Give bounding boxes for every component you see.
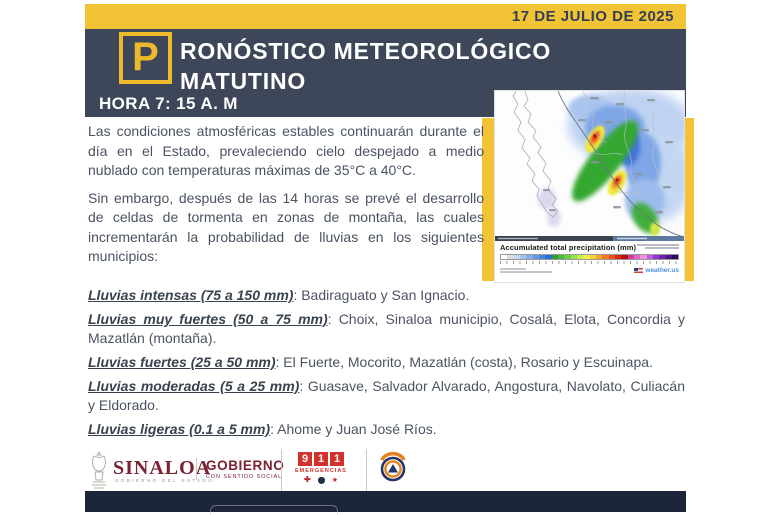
forecast-body: Las condiciones atmosféricas estables co… xyxy=(88,122,484,267)
logo-p-box: P xyxy=(119,32,172,84)
digit-box: 1 xyxy=(330,452,344,466)
sinaloa-wordmark: SINALOA xyxy=(113,457,212,479)
time-label: HORA 7: 15 A. M xyxy=(99,94,238,113)
map-graphic-svg xyxy=(495,91,684,241)
rain-level-item: Lluvias intensas (75 a 150 mm): Badiragu… xyxy=(88,286,685,305)
medical-cross-icon: ✚ xyxy=(304,475,311,484)
footer-divider xyxy=(281,449,282,491)
footer-bar xyxy=(85,491,686,515)
map-watermark: weather.us xyxy=(634,267,679,274)
title-line1: RONÓSTICO METEOROLÓGICO xyxy=(180,38,552,64)
map-legend: Accumulated total precipitation (mm) wea… xyxy=(495,241,684,282)
gobierno-wordmark: GOBIERNO xyxy=(206,458,285,473)
title-line2: MATUTINO xyxy=(180,68,307,94)
watermark-text: weather.us xyxy=(645,267,679,274)
gobierno-wordmark-block: GOBIERNO CON SENTIDO SOCIAL xyxy=(196,458,284,480)
rain-level-label: Lluvias ligeras (0.1 a 5 mm) xyxy=(88,421,271,437)
rain-level-label: Lluvias intensas (75 a 150 mm) xyxy=(88,287,294,303)
rain-level-municipios: : Choix, Sinaloa municipio, Cosalá, Elot… xyxy=(88,311,685,346)
logo-letter: P xyxy=(132,35,159,79)
rain-level-municipios: : Guasave, Salvador Alvarado, Angostura,… xyxy=(88,378,685,413)
digit-box: 9 xyxy=(298,452,312,466)
footer-accent-outline xyxy=(210,505,338,515)
date-banner: 17 DE JULIO DE 2025 xyxy=(85,4,686,29)
rain-level-item: Lluvias fuertes (25 a 50 mm): El Fuerte,… xyxy=(88,353,685,372)
proteccion-civil-icon xyxy=(380,451,406,482)
precip-scale-bar xyxy=(500,254,679,260)
rain-level-label: Lluvias fuertes (25 a 50 mm) xyxy=(88,354,276,370)
page-title: RONÓSTICO METEOROLÓGICO MATUTINO xyxy=(180,36,551,96)
us-flag-icon xyxy=(634,268,644,273)
emergency-911-logo: 9 1 1 EMERGENCIAS ✚ ★ xyxy=(295,452,347,484)
rain-level-municipios: : Ahome y Juan José Ríos. xyxy=(270,421,437,437)
gobierno-subtitle: CON SENTIDO SOCIAL xyxy=(206,474,283,480)
map-attribution-bar xyxy=(495,236,684,241)
rain-level-municipios: : El Fuerte, Mocorito, Mazatlán (costa),… xyxy=(275,354,653,370)
rain-level-item: Lluvias moderadas (5 a 25 mm): Guasave, … xyxy=(88,377,685,415)
sinaloa-crest-icon xyxy=(92,451,106,489)
footer-divider xyxy=(366,449,367,491)
precipitation-map: Accumulated total precipitation (mm) wea… xyxy=(494,90,685,283)
911-digit-boxes: 9 1 1 xyxy=(298,452,344,466)
sinaloa-subtitle: GOBIERNO DEL ESTADO xyxy=(115,478,215,483)
rain-level-label: Lluvias muy fuertes (50 a 75 mm) xyxy=(88,311,328,327)
legend-title: Accumulated total precipitation (mm) xyxy=(500,243,637,252)
legend-footnote-lines xyxy=(500,268,552,274)
emergencias-label: EMERGENCIAS xyxy=(295,468,347,474)
header-bar: P RONÓSTICO METEOROLÓGICO MATUTINO HORA … xyxy=(85,29,686,117)
emergency-icons: ✚ ★ xyxy=(304,476,338,484)
forecast-paragraph-2: Sin embargo, después de las 14 horas se … xyxy=(88,189,484,265)
legend-model-info xyxy=(637,243,679,249)
fire-star-icon: ★ xyxy=(331,476,338,484)
rain-level-label: Lluvias moderadas (5 a 25 mm) xyxy=(88,378,300,394)
rain-levels-list: Lluvias intensas (75 a 150 mm): Badiragu… xyxy=(88,286,685,444)
police-shield-icon xyxy=(317,476,325,484)
scale-tick-labels xyxy=(500,261,679,265)
rain-level-municipios: : Badiraguato y San Ignacio. xyxy=(293,287,470,303)
digit-box: 1 xyxy=(314,452,328,466)
rain-level-item: Lluvias muy fuertes (50 a 75 mm): Choix,… xyxy=(88,310,685,348)
rain-level-item: Lluvias ligeras (0.1 a 5 mm): Ahome y Ju… xyxy=(88,420,685,439)
forecast-paragraph-1: Las condiciones atmosféricas estables co… xyxy=(88,123,484,178)
